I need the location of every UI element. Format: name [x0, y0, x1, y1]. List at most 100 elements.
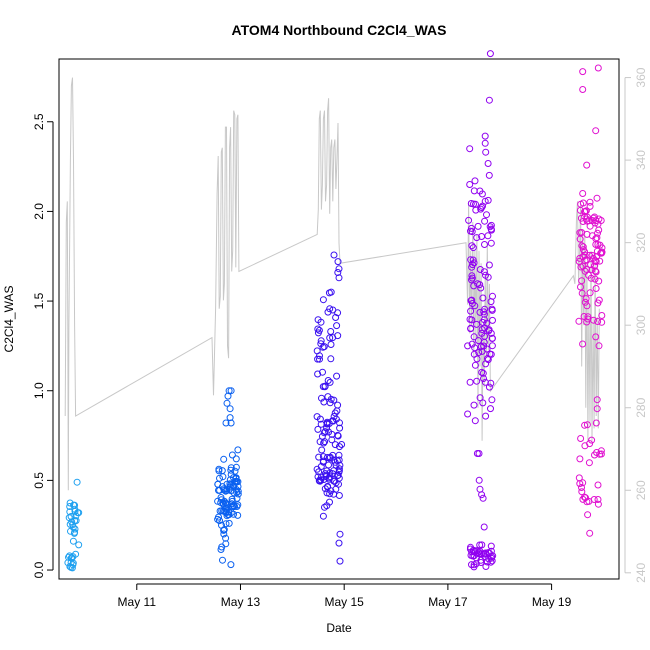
data-point: [335, 539, 343, 547]
data-point: [586, 529, 594, 537]
y-tick-label: 0.5: [32, 472, 46, 489]
data-point: [216, 507, 224, 515]
data-point: [482, 412, 490, 420]
data-point: [476, 266, 484, 273]
data-point: [582, 494, 589, 502]
data-point: [473, 320, 481, 328]
data-point: [313, 347, 321, 355]
data-point: [320, 439, 328, 447]
data-point: [466, 315, 474, 323]
data-point: [321, 382, 329, 390]
data-point: [327, 288, 335, 296]
data-point: [583, 302, 591, 310]
data-point: [473, 234, 481, 242]
data-point: [335, 274, 343, 282]
data-point: [481, 217, 489, 225]
plot-area: [64, 50, 606, 572]
data-point: [69, 521, 77, 529]
data-point: [214, 480, 222, 488]
scatter-series-2: [214, 387, 242, 569]
data-point: [330, 251, 338, 259]
data-point: [590, 496, 598, 503]
data-point: [581, 421, 589, 429]
data-point: [222, 540, 230, 548]
data-point: [471, 177, 479, 185]
data-point: [479, 294, 487, 302]
data-point: [471, 361, 479, 369]
data-point: [579, 86, 587, 93]
data-point: [327, 328, 335, 335]
data-point: [489, 292, 496, 300]
data-point: [591, 219, 599, 227]
data-point: [327, 487, 335, 495]
data-point: [335, 265, 343, 273]
data-point: [321, 503, 328, 511]
data-point: [327, 355, 335, 363]
data-point: [591, 257, 599, 265]
data-point: [578, 488, 586, 496]
data-point: [214, 497, 222, 505]
data-point: [581, 207, 589, 215]
data-point: [326, 334, 334, 342]
data-point: [470, 200, 477, 208]
data-point: [475, 450, 483, 457]
data-point: [480, 268, 488, 276]
data-point: [475, 349, 483, 356]
data-point: [476, 308, 484, 316]
data-point: [336, 443, 343, 451]
data-point: [326, 305, 334, 313]
axes: May 11 May 13 May 15 May 17 May 19 0.0 0.5 1.0 1…: [32, 67, 648, 609]
data-point: [488, 305, 496, 313]
data-point: [575, 317, 583, 325]
data-point: [478, 329, 486, 337]
data-point: [227, 466, 235, 474]
data-point: [314, 316, 322, 324]
plot-border: [58, 58, 620, 580]
data-point: [232, 463, 240, 471]
data-point: [581, 257, 589, 265]
data-point: [228, 451, 236, 459]
chart-title: ATOM4 Northbound C2Cl4_WAS: [232, 22, 447, 38]
data-point: [597, 450, 605, 458]
data-point: [230, 489, 238, 497]
data-point: [216, 517, 223, 525]
data-point: [334, 269, 342, 276]
data-point: [481, 139, 489, 147]
data-point: [596, 257, 604, 265]
data-point: [336, 424, 344, 432]
data-point: [314, 355, 322, 363]
y2-tick-label: 280: [634, 397, 648, 417]
data-point: [466, 181, 474, 188]
data-point: [68, 554, 76, 562]
y-tick-label: 1.5: [32, 292, 46, 309]
data-point: [595, 277, 603, 285]
data-point: [594, 500, 602, 508]
data-point: [324, 482, 332, 490]
data-point: [488, 226, 495, 234]
y-tick-label: 2.5: [32, 113, 46, 130]
data-point: [319, 368, 326, 376]
data-point: [464, 342, 472, 350]
data-point: [336, 530, 344, 538]
data-point: [595, 296, 603, 304]
scatter-series-3: [313, 251, 346, 565]
data-point: [586, 289, 594, 297]
data-point: [489, 316, 496, 324]
data-point: [227, 419, 235, 427]
data-point: [330, 413, 338, 420]
data-point: [484, 355, 491, 362]
data-point: [587, 261, 595, 269]
data-point: [482, 271, 489, 279]
scatter-series-4: [464, 50, 497, 571]
data-point: [478, 491, 486, 499]
data-point: [578, 289, 586, 297]
data-point: [579, 479, 587, 487]
y2-tick-label: 240: [634, 562, 648, 582]
data-point: [318, 446, 326, 454]
data-point: [482, 148, 490, 156]
data-point: [480, 338, 488, 346]
y-tick-label: 2.0: [32, 203, 46, 220]
data-point: [333, 322, 341, 330]
data-point: [71, 528, 79, 536]
data-point: [470, 401, 478, 409]
